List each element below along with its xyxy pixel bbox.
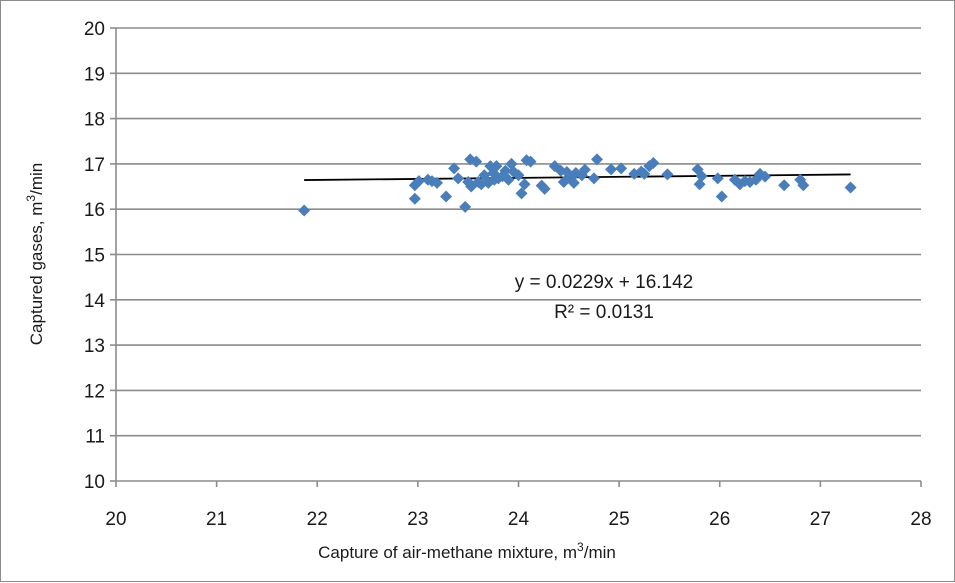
x-tick-label-20: 20 xyxy=(105,509,126,530)
data-point-57 xyxy=(695,170,708,183)
trendline-equation: y = 0.0229x + 16.142 xyxy=(515,272,694,293)
data-point-47 xyxy=(605,163,618,176)
data-point-41 xyxy=(567,176,580,189)
gridlines xyxy=(116,27,921,437)
data-point-59 xyxy=(715,190,728,203)
y-axis-title-superscript: 3 xyxy=(24,195,38,202)
data-point-51 xyxy=(638,167,651,180)
data-point-44 xyxy=(578,163,591,176)
data-point-46 xyxy=(590,153,603,166)
x-axis-title: Capture of air-methane mixture, m3/min xyxy=(318,540,616,562)
data-point-26 xyxy=(502,173,515,186)
y-tick-label-15: 15 xyxy=(84,246,105,267)
x-tick-label-23: 23 xyxy=(407,509,428,530)
data-point-1 xyxy=(408,192,421,205)
y-tick-label-14: 14 xyxy=(84,291,106,312)
x-axis-title-unit: /min xyxy=(584,543,616,562)
data-point-45 xyxy=(587,172,600,185)
data-point-69 xyxy=(797,179,810,192)
data-point-53 xyxy=(647,156,660,169)
y-tick-label-11: 11 xyxy=(85,427,105,448)
x-tick-label-24: 24 xyxy=(508,509,530,530)
data-point-7 xyxy=(440,190,453,203)
axes xyxy=(110,27,922,487)
data-point-54 xyxy=(661,168,674,181)
data-point-31 xyxy=(518,178,531,191)
data-point-30 xyxy=(515,187,528,200)
data-point-70 xyxy=(844,181,857,194)
data-point-14 xyxy=(470,155,483,168)
x-tick-label-25: 25 xyxy=(609,509,630,530)
x-axis-title-text: Capture of air-methane mixture, m xyxy=(318,543,577,562)
y-tick-label-12: 12 xyxy=(84,381,105,402)
x-tick-label-27: 27 xyxy=(810,509,831,530)
tick-labels: 10 11 12 13 14 15 16 17 18 19 20 20 21 22 23 24 25 26 27 28 xyxy=(84,19,932,530)
y-tick-label-10: 10 xyxy=(84,472,105,493)
y-tick-label-16: 16 xyxy=(84,200,105,221)
data-points xyxy=(298,153,857,217)
data-point-0 xyxy=(298,204,311,217)
y-tick-label-18: 18 xyxy=(84,110,105,131)
y-axis-title: Captured gases, m3/min xyxy=(24,163,46,345)
data-point-8 xyxy=(448,162,461,175)
data-point-10 xyxy=(459,200,472,213)
data-point-9 xyxy=(452,172,465,185)
y-tick-label-13: 13 xyxy=(84,336,105,357)
x-tick-label-26: 26 xyxy=(709,509,730,530)
y-axis-title-unit: /min xyxy=(27,163,46,195)
data-point-66 xyxy=(759,170,772,183)
x-tick-label-21: 21 xyxy=(206,509,227,530)
y-axis-title-text: Captured gases, m xyxy=(27,202,46,346)
data-point-6 xyxy=(430,176,443,189)
x-axis-title-superscript: 3 xyxy=(577,540,584,554)
data-point-35 xyxy=(538,182,551,195)
x-tick-label-28: 28 xyxy=(910,509,931,530)
data-point-22 xyxy=(490,160,503,173)
y-tick-label-17: 17 xyxy=(84,155,105,176)
data-point-56 xyxy=(693,178,706,191)
r-squared-label: R² = 0.0131 xyxy=(554,302,654,323)
y-tick-label-19: 19 xyxy=(84,64,105,85)
data-point-48 xyxy=(615,162,628,175)
data-point-25 xyxy=(499,164,512,177)
data-point-67 xyxy=(778,179,791,192)
data-point-58 xyxy=(711,172,724,185)
x-tick-label-22: 22 xyxy=(307,509,328,530)
data-point-33 xyxy=(524,155,537,168)
y-tick-label-20: 20 xyxy=(84,19,105,40)
data-point-29 xyxy=(512,169,525,182)
data-point-3 xyxy=(412,175,425,188)
